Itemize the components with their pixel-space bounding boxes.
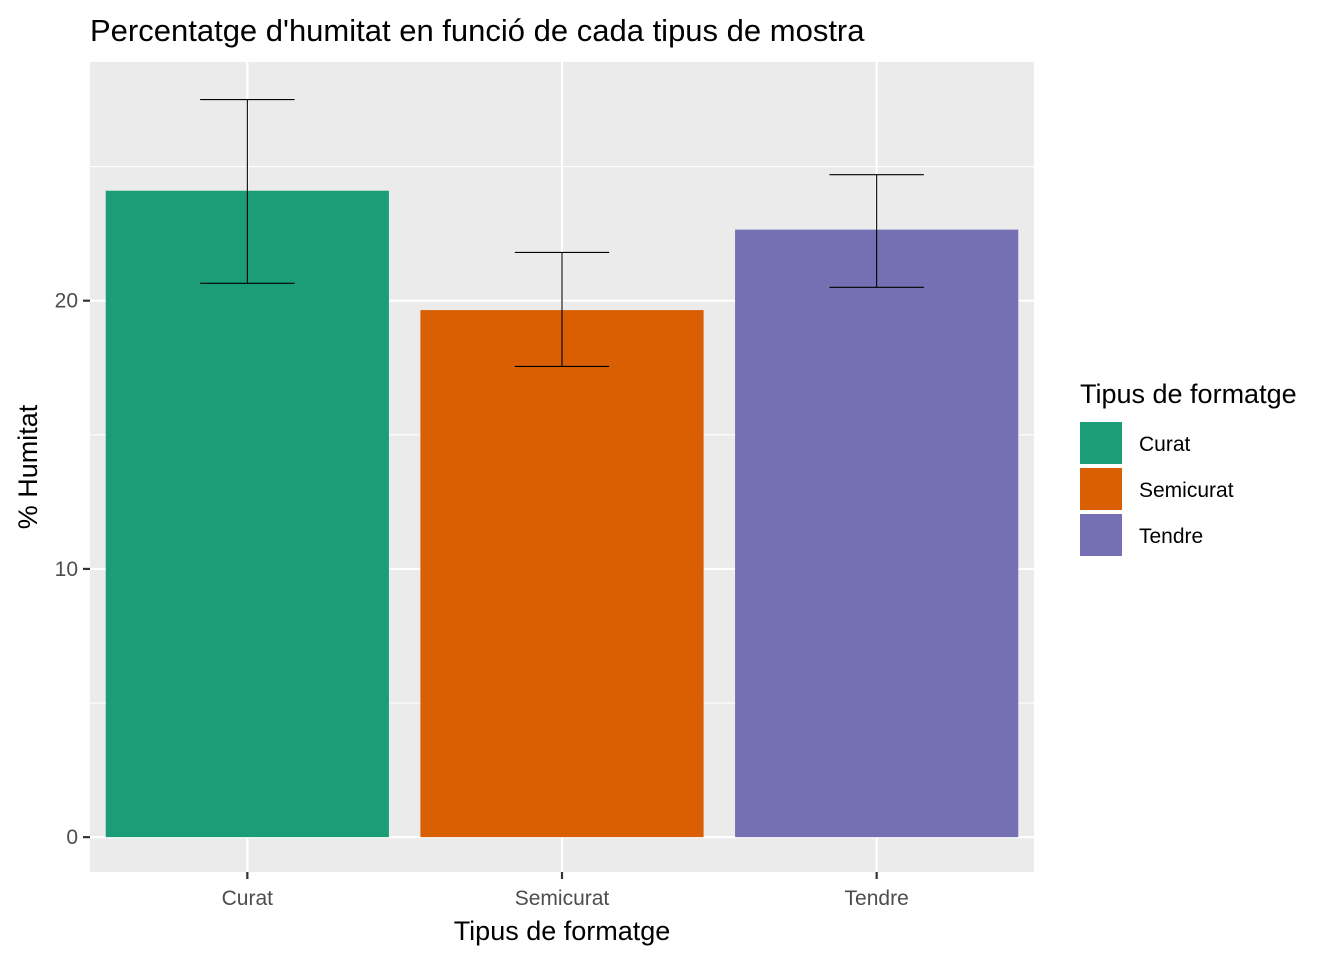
legend-title: Tipus de formatge [1080,379,1297,409]
y-axis: 0 10 20 [55,290,90,849]
legend-label: Curat [1139,433,1191,456]
y-tick-label: 20 [55,290,78,313]
x-axis-title: Tipus de formatge [454,916,671,946]
bar-curat [105,190,389,838]
error-bar-curat [200,98,295,284]
bars [105,190,1019,838]
x-tick-label: Tendre [845,887,909,910]
y-axis-title: % Humitat [13,404,43,529]
legend-items: Curat Semicurat Tendre [1080,422,1234,556]
legend-label: Semicurat [1139,479,1234,502]
legend-swatch [1080,468,1122,510]
legend-item-curat: Curat [1080,422,1191,464]
bar-tendre [735,229,1019,838]
x-tick-label: Curat [222,887,274,910]
legend: Tipus de formatge Curat Semicurat Tendre [1080,379,1297,556]
x-tick-label: Semicurat [515,887,610,910]
x-axis: Curat Semicurat Tendre [222,872,909,910]
chart-title: Percentatge d'humitat en funció de cada … [90,13,865,48]
legend-item-tendre: Tendre [1080,514,1203,556]
legend-swatch [1080,422,1122,464]
error-bar-tendre [829,174,924,288]
error-bars [200,98,924,367]
legend-item-semicurat: Semicurat [1080,468,1234,510]
legend-swatch [1080,514,1122,556]
y-tick-label: 10 [55,558,78,581]
error-bar-semicurat [514,251,610,367]
bar-semicurat [420,310,704,838]
legend-label: Tendre [1139,525,1203,548]
y-tick-label: 0 [66,826,78,849]
